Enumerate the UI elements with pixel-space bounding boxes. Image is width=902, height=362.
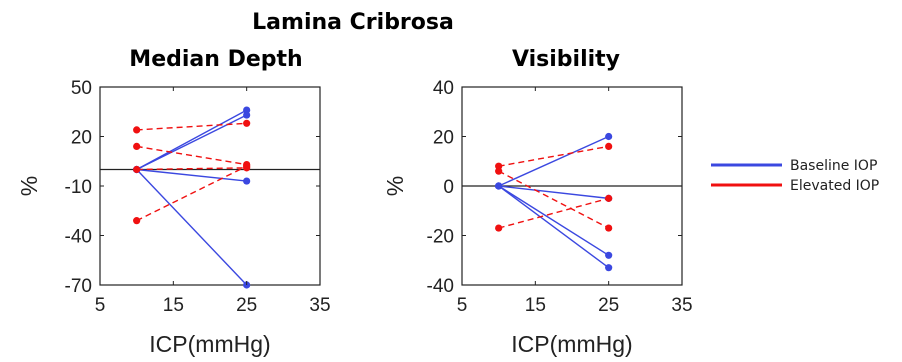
x-tick-label: 5	[95, 295, 106, 316]
y-tick-label: 20	[71, 128, 92, 149]
x-tick-label: 5	[457, 295, 468, 316]
series-markers	[133, 106, 251, 289]
tick-marks	[461, 86, 683, 286]
baseline-data-point	[605, 132, 613, 141]
x-axis-label: ICP(mmHg)	[511, 331, 632, 357]
elevated-series-line	[136, 167, 247, 171]
baseline-series-line	[498, 185, 610, 256]
y-tick-label: -20	[427, 227, 454, 248]
chart-title: Median Depth	[129, 47, 302, 72]
x-tick-label: 15	[163, 295, 184, 316]
elevated-series-line	[136, 165, 247, 222]
x-tick-label: 15	[525, 295, 546, 316]
y-tick-labels: 50 20 -10 -40 -70	[65, 78, 92, 297]
legend-label-baseline: Baseline IOP	[790, 158, 877, 174]
chart-visibility: Visibility 40 20 0 -20 -40 5 15 25 35 ICP(mmHg)…	[382, 47, 693, 357]
elevated-data-point	[133, 165, 141, 174]
y-axis-label: %	[16, 176, 42, 196]
y-tick-labels: 40 20 0 -20 -40	[427, 78, 454, 297]
baseline-data-point	[243, 106, 251, 114]
baseline-series-line	[136, 168, 247, 182]
baseline-series-line	[498, 135, 609, 187]
chart-median-depth: Median Depth 50 20 -10 -40 -70 5 15 25 35 ICP(m…	[16, 47, 331, 357]
y-axis-label: %	[382, 176, 408, 196]
elevated-data-point	[133, 126, 141, 134]
figure-title: Lamina Cribrosa	[252, 10, 454, 35]
elevated-data-point	[243, 119, 251, 127]
elevated-series-line	[136, 122, 247, 131]
elevated-data-point	[133, 217, 141, 225]
y-tick-label: 40	[433, 78, 454, 99]
y-tick-label: -70	[65, 276, 92, 297]
y-tick-label: 0	[443, 177, 454, 198]
y-tick-label: -40	[427, 276, 454, 297]
elevated-data-point	[605, 194, 613, 202]
elevated-data-point	[495, 167, 503, 175]
baseline-data-point	[495, 182, 503, 190]
plot-frame	[99, 86, 321, 286]
y-tick-label: 50	[71, 78, 92, 99]
elevated-series-line	[498, 170, 609, 229]
tick-marks	[99, 86, 321, 286]
x-tick-label: 35	[309, 295, 330, 316]
elevated-data-point	[495, 224, 503, 232]
elevated-data-point	[243, 162, 251, 170]
x-tick-labels: 5 15 25 35	[457, 295, 693, 316]
elevated-data-point	[605, 224, 613, 232]
series-lines	[136, 109, 248, 286]
baseline-series-line	[498, 185, 610, 269]
x-tick-label: 25	[598, 295, 619, 316]
chart-title: Visibility	[512, 47, 620, 72]
legend: Baseline IOP Elevated IOP	[711, 158, 879, 194]
baseline-series-line	[136, 169, 248, 286]
baseline-data-point	[243, 177, 251, 185]
x-tick-labels: 5 15 25 35	[95, 295, 331, 316]
elevated-series-line	[136, 145, 247, 166]
baseline-series-line	[498, 185, 609, 200]
elevated-series-line	[498, 145, 609, 167]
baseline-series-line	[136, 109, 247, 171]
elevated-data-point	[495, 162, 503, 170]
y-tick-label: -10	[65, 177, 92, 198]
elevated-data-point	[605, 142, 613, 150]
x-tick-label: 35	[671, 295, 692, 316]
elevated-data-point	[133, 142, 141, 150]
y-tick-label: 20	[433, 128, 454, 149]
x-axis-label: ICP(mmHg)	[149, 331, 270, 357]
y-tick-label: -40	[65, 227, 92, 248]
series-markers	[495, 132, 613, 272]
x-tick-label: 25	[236, 295, 257, 316]
baseline-data-point	[243, 111, 251, 119]
baseline-data-point	[605, 251, 613, 259]
series-lines	[498, 135, 610, 269]
elevated-series-line	[498, 197, 609, 229]
legend-label-elevated: Elevated IOP	[790, 178, 879, 194]
baseline-data-point	[605, 264, 613, 272]
